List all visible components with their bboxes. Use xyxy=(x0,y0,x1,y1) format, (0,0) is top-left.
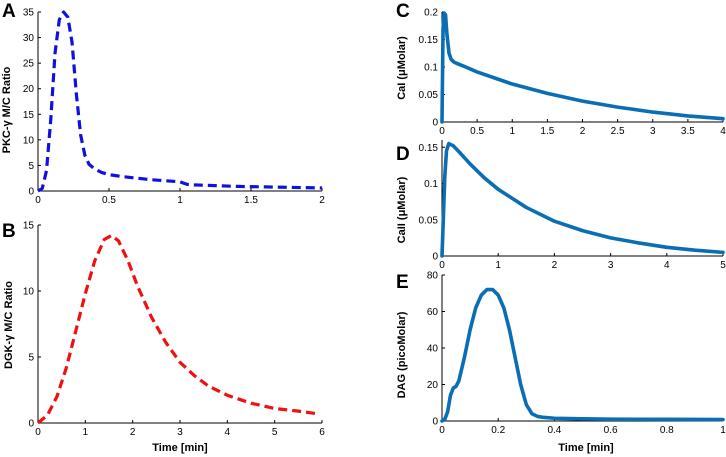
x-tick-label: 1.5 xyxy=(540,126,554,137)
series-line-c xyxy=(440,11,725,124)
x-tick-label: 3.5 xyxy=(681,126,695,137)
y-tick-label: 0.05 xyxy=(419,215,439,226)
panel-a: A PKC-γ M/C Ratio 0 0.5 1 1.5 20510152025303… xyxy=(1,1,325,206)
x-tick-label: 4 xyxy=(225,427,231,438)
y-tick-label: 0.05 xyxy=(419,90,439,101)
x-tick-label: 3 xyxy=(177,427,183,438)
x-tick-label: 2 xyxy=(130,427,136,438)
y-tick-label: 0 xyxy=(432,252,438,263)
panel-c: C CaI (μMolar) 0 0.5 1 1.5 2 2.5 3 3.5 4 0 0.05 0.1… xyxy=(396,1,726,137)
y-tick-label: 5 xyxy=(28,161,34,172)
x-tick-label: 3 xyxy=(608,260,614,271)
x-tick-label: 0 xyxy=(439,126,445,137)
y-tick-label: 10 xyxy=(23,287,35,298)
x-axis-label-b: Time [min] xyxy=(152,442,208,454)
panel-letter-a: A xyxy=(2,1,16,22)
y-tick-label: 10 xyxy=(23,135,35,146)
y-tick-label: 40 xyxy=(427,344,439,355)
x-tick-label: 0.2 xyxy=(491,425,505,436)
panel-b: B DGK-γ M/C Ratio Time [min] 0 1 2 3 4 5 6 0 5 10… xyxy=(2,221,325,455)
y-tick-label: 0.1 xyxy=(424,179,438,190)
x-tick-label: 6 xyxy=(319,427,325,438)
series-line-a xyxy=(37,10,323,193)
panel-letter-c: C xyxy=(396,1,410,22)
x-tick-label: 1 xyxy=(720,425,726,436)
panel-letter-e: E xyxy=(396,272,409,293)
y-tick-label: 30 xyxy=(23,33,35,44)
x-tick-label: 3 xyxy=(650,126,656,137)
x-tick-label: 1 xyxy=(83,427,89,438)
series-line-e xyxy=(440,287,725,423)
x-tick-label: 0.5 xyxy=(470,126,484,137)
x-tick-label: 1 xyxy=(509,126,515,137)
y-axis-label-d: CaII (μMolar) xyxy=(396,176,408,243)
y-tick-label: 15 xyxy=(23,221,35,232)
series-line-d xyxy=(440,141,725,258)
x-tick-label: 2 xyxy=(580,126,586,137)
x-tick-label: 4 xyxy=(720,126,726,137)
y-tick-label: 0 xyxy=(432,417,438,428)
panel-letter-b: B xyxy=(2,221,16,242)
y-tick-label: 0.1 xyxy=(424,63,438,74)
y-tick-label: 0 xyxy=(432,118,438,129)
panel-letter-d: D xyxy=(396,144,410,165)
y-tick-label: 60 xyxy=(427,307,439,318)
x-tick-label: 1.5 xyxy=(244,195,258,206)
x-tick-label: 0 xyxy=(35,427,41,438)
x-tick-label: 0.8 xyxy=(660,425,674,436)
y-tick-label: 0 xyxy=(28,419,34,430)
y-tick-label: 15 xyxy=(23,110,35,121)
x-tick-label: 2 xyxy=(552,260,558,271)
x-tick-label: 2 xyxy=(319,195,325,206)
y-tick-label: 0 xyxy=(28,187,34,198)
y-axis-label-c: CaI (μMolar) xyxy=(396,36,408,100)
y-tick-label: 5 xyxy=(28,353,34,364)
x-tick-label: 5 xyxy=(272,427,278,438)
x-tick-label: 2.5 xyxy=(611,126,625,137)
y-tick-label: 0.15 xyxy=(419,35,439,46)
panel-e: E DAG (picoMolar) Time [min] 0 0.2 0.4 0.6 0… xyxy=(396,271,726,455)
x-tick-label: 5 xyxy=(720,260,726,271)
y-tick-label: 20 xyxy=(427,380,439,391)
y-tick-label: 0.2 xyxy=(424,8,438,19)
x-tick-label: 0.5 xyxy=(102,195,116,206)
y-axis-label-b: DGK-γ M/C Ratio xyxy=(3,281,15,369)
y-tick-label: 80 xyxy=(427,271,439,282)
x-tick-label: 0.4 xyxy=(547,425,561,436)
y-axis-label-e: DAG (picoMolar) xyxy=(396,311,408,398)
y-axis-label-a: PKC-γ M/C Ratio xyxy=(1,66,13,153)
x-tick-label: 0 xyxy=(439,425,445,436)
y-tick-label: 25 xyxy=(23,59,35,70)
x-tick-label: 4 xyxy=(664,260,670,271)
x-tick-label: 0.6 xyxy=(604,425,618,436)
x-tick-label: 0 xyxy=(35,195,41,206)
x-tick-label: 1 xyxy=(495,260,501,271)
x-axis-label-e: Time [min] xyxy=(558,442,614,454)
y-tick-label: 0.15 xyxy=(419,143,439,154)
x-tick-label: 0 xyxy=(439,260,445,271)
series-line-b xyxy=(36,233,318,425)
panel-d: D CaII (μMolar) 0 1 2 3 4 5 0 0.05 0.1 0.15 xyxy=(396,140,726,271)
x-tick-label: 1 xyxy=(177,195,183,206)
y-tick-label: 35 xyxy=(23,8,35,19)
y-tick-label: 20 xyxy=(23,84,35,95)
